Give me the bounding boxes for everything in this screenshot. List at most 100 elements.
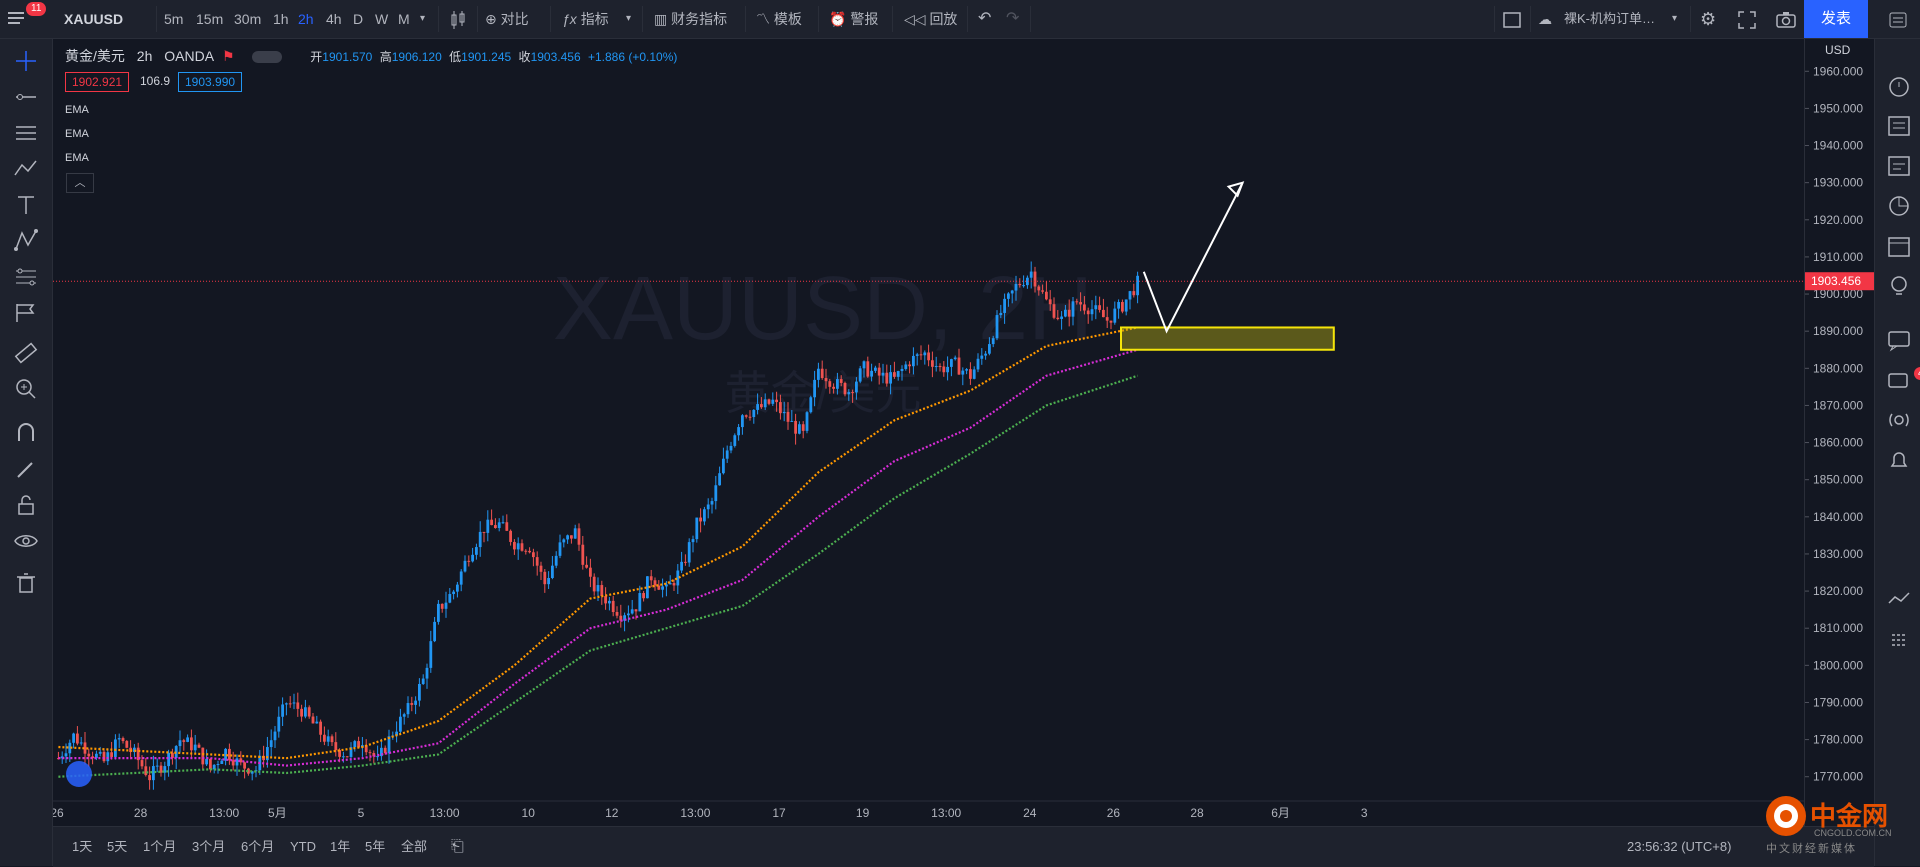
chart-pane[interactable]: XAUUSD, 2H 黄金/美元 26 28 13:00 5月 5 13:00 10 12 13:0… xyxy=(50,39,1804,826)
alarm-clock-icon[interactable] xyxy=(1886,73,1912,99)
hotlist-icon[interactable] xyxy=(1886,193,1912,219)
goto-date-icon[interactable]: ⎗ xyxy=(451,838,464,855)
indicators-button[interactable]: ƒx 指标 xyxy=(562,11,609,27)
price-chart[interactable]: XAUUSD, 2H 黄金/美元 26 28 13:00 5月 5 13:00 10 12 13:0… xyxy=(50,39,1804,826)
pattern-icon[interactable] xyxy=(12,155,40,183)
ema-legend-1[interactable]: EMA xyxy=(65,104,89,116)
templates-button[interactable]: 〽 模板 xyxy=(756,11,802,27)
interval-4h[interactable]: 4h xyxy=(326,11,342,27)
candle-body xyxy=(630,609,634,614)
chevron-down-icon[interactable]: ▾ xyxy=(626,13,632,24)
range-5d[interactable]: 5天 xyxy=(107,839,128,854)
ema-legend-3[interactable]: EMA xyxy=(65,152,89,164)
price-axis[interactable]: 1960.000 1950.000 1940.000 1930.000 1920.000… xyxy=(1804,39,1875,826)
bid-price[interactable]: 1902.921 xyxy=(65,72,130,92)
interval-5m[interactable]: 5m xyxy=(164,11,184,27)
candle-body xyxy=(646,576,649,599)
range-ytd[interactable]: YTD xyxy=(290,839,316,854)
candle-body xyxy=(1056,317,1060,319)
candle-body xyxy=(813,379,816,398)
chat-icon[interactable] xyxy=(1886,327,1912,353)
candle-body xyxy=(482,531,486,533)
candle-body xyxy=(532,552,535,558)
undo-icon[interactable]: ↶ xyxy=(978,10,992,27)
collapse-panel-icon[interactable] xyxy=(1886,587,1912,613)
ema-legend-2[interactable]: EMA xyxy=(65,128,89,140)
idea-bulb-icon[interactable] xyxy=(1886,273,1912,299)
ask-price[interactable]: 1903.990 xyxy=(178,72,243,92)
candle-body xyxy=(676,570,680,586)
collapse-legend-button[interactable]: ︿ xyxy=(66,173,94,193)
fullscreen-icon[interactable] xyxy=(1738,0,1756,38)
redo-icon[interactable]: ↷ xyxy=(1006,10,1020,27)
candle-body xyxy=(277,716,281,732)
range-6m[interactable]: 6个月 xyxy=(241,839,275,854)
compare-button[interactable]: ⊕ 对比 xyxy=(485,11,529,27)
candle-body xyxy=(714,485,718,502)
notification-bell-icon[interactable] xyxy=(1886,447,1912,473)
legend-toggle[interactable] xyxy=(252,51,283,64)
lock-icon[interactable] xyxy=(12,491,40,519)
dom-icon[interactable] xyxy=(1886,627,1912,653)
candle-body xyxy=(953,357,957,360)
interval-2h[interactable]: 2h xyxy=(298,11,314,27)
settings-gear-icon[interactable]: ⚙ xyxy=(1700,9,1717,29)
calendar-icon[interactable] xyxy=(1886,233,1912,259)
fullscreen-square-icon[interactable] xyxy=(1502,0,1522,38)
alert-button[interactable]: ⏰ 警报 xyxy=(829,11,879,27)
streams-icon[interactable] xyxy=(1886,407,1912,433)
forecast-icon[interactable] xyxy=(12,263,40,291)
interval-w[interactable]: W xyxy=(375,11,389,27)
crosshair-icon[interactable] xyxy=(12,47,40,75)
symbol-search[interactable]: XAUUSD xyxy=(64,11,124,27)
candle-body xyxy=(494,525,497,529)
publish-button[interactable]: 发表 xyxy=(1804,0,1868,38)
news-icon[interactable] xyxy=(1886,113,1912,139)
eye-icon[interactable] xyxy=(12,527,40,555)
candle-body xyxy=(380,747,383,757)
interval-d[interactable]: D xyxy=(353,11,364,27)
flags-icon[interactable] xyxy=(12,299,40,327)
candle-body xyxy=(600,585,604,597)
interval-1h[interactable]: 1h xyxy=(273,11,289,27)
chevron-down-icon[interactable]: ▾ xyxy=(1672,13,1678,24)
candle-body xyxy=(1048,299,1052,305)
xabcd-pattern-icon[interactable] xyxy=(12,227,40,255)
replay-button[interactable]: ◁◁ 回放 xyxy=(904,11,958,27)
horizontal-lines-icon[interactable] xyxy=(12,119,40,147)
interval-m[interactable]: M xyxy=(398,11,410,27)
range-5y[interactable]: 5年 xyxy=(365,839,386,854)
range-1m[interactable]: 1个月 xyxy=(143,839,177,854)
range-all[interactable]: 全部 xyxy=(401,839,428,854)
candle-body xyxy=(573,528,577,539)
zoom-icon[interactable] xyxy=(12,375,40,403)
candle-body xyxy=(706,504,710,510)
chevron-down-icon[interactable]: ▾ xyxy=(420,13,426,24)
candle-body xyxy=(741,415,744,428)
trend-line-icon[interactable] xyxy=(12,83,40,111)
candle-body xyxy=(444,602,448,609)
candle-body xyxy=(76,733,79,744)
interval-15m[interactable]: 15m xyxy=(196,11,224,27)
trash-icon[interactable] xyxy=(12,569,40,597)
range-1y[interactable]: 1年 xyxy=(330,839,351,854)
candle-body xyxy=(509,530,512,542)
financials-button[interactable]: ▥ 财务指标 xyxy=(654,11,728,27)
menu-icon[interactable] xyxy=(8,8,36,30)
interval-30m[interactable]: 30m xyxy=(234,11,262,27)
calendar-list-icon[interactable] xyxy=(1886,153,1912,179)
range-3m[interactable]: 3个月 xyxy=(192,839,226,854)
list-icon[interactable] xyxy=(1888,0,1908,38)
layout-name[interactable]: 裸K-机构订单… xyxy=(1564,11,1656,26)
candle-type-icon[interactable] xyxy=(450,0,466,38)
candle-body xyxy=(589,567,592,577)
logo-text: 中金网 xyxy=(1810,801,1889,831)
messages-icon[interactable]: 4 xyxy=(1886,367,1920,393)
text-icon[interactable] xyxy=(12,191,40,219)
ruler-icon[interactable] xyxy=(12,339,40,367)
range-1d[interactable]: 1天 xyxy=(72,839,93,854)
magnet-icon[interactable] xyxy=(12,419,40,447)
camera-icon[interactable] xyxy=(1776,0,1796,38)
clock-time[interactable]: 23:56:32 (UTC+8) xyxy=(1627,839,1732,854)
pencil-lock-icon[interactable] xyxy=(12,455,40,483)
